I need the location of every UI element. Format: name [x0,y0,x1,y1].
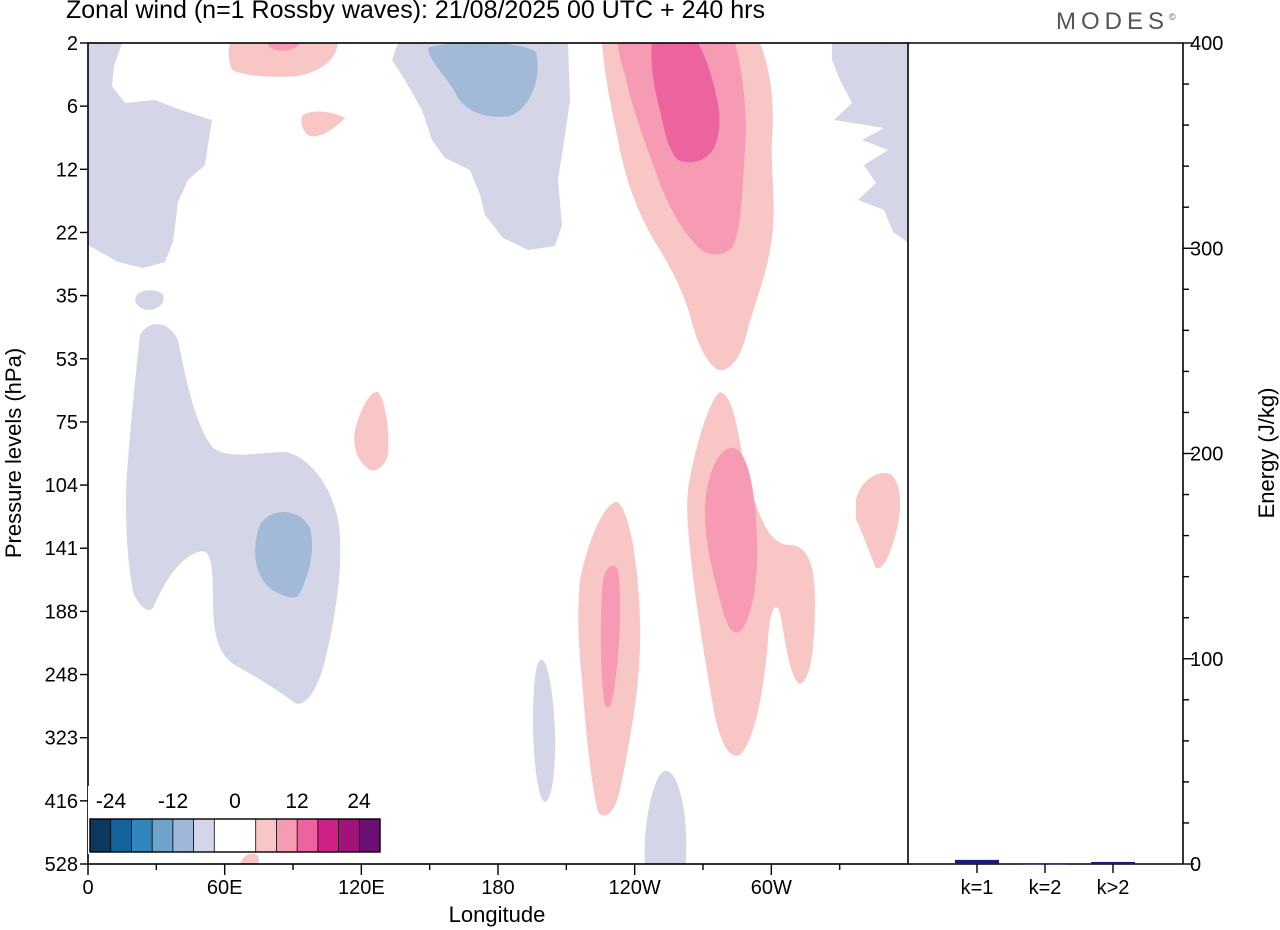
colorbar-swatch [276,819,298,852]
y-tick-label: 528 [45,854,78,876]
brand-mark: © [1169,12,1176,22]
colorbar: -24 -12 0 12 24 [88,786,382,854]
energy-tick-label: 400 [1190,33,1223,55]
colorbar-swatch [152,819,173,852]
contour-pos-weak-small-mid [354,391,389,471]
contour-neg-weak-bottom-1 [533,659,556,802]
y-tick-label: 141 [45,538,78,560]
contour-pos-strong-top-right [651,43,720,163]
x-tick-label: 60W [751,877,792,899]
contour-fields [88,42,907,864]
colorbar-label: -24 [96,790,127,813]
energy-category-label: k=2 [1029,877,1062,899]
contour-neg-weak-lower-left [126,324,341,704]
contour-neg-weak-dot [135,290,164,310]
x-axis-title: Longitude [449,902,546,927]
x-tick-label: 120E [338,877,385,899]
contour-neg-weak-top-left [88,43,212,268]
contour-neg-weak-top-right [832,43,907,242]
contour-pos-moderate-bottom-2 [704,447,758,633]
x-tick-label: 120W [609,877,661,899]
colorbar-swatch [338,819,360,852]
contour-pos-weak-top-left [228,43,338,77]
y-tick-label: 2 [67,33,78,55]
y-tick-label: 416 [45,791,78,813]
energy-bar-chart: 0 100 200 300 400 k=1 k=2 k>2 [955,33,1223,899]
colorbar-swatch [90,819,111,852]
y-tick-label: 104 [45,475,78,497]
contour-pos-weak-right [856,472,901,569]
contour-pos-weak-small-top [301,111,345,137]
y-tick-label: 248 [45,665,78,687]
x-tick-label: 180 [481,877,514,899]
colorbar-swatch [110,819,132,852]
contour-pos-moderate-bottom-1 [600,565,621,708]
y-tick-label: 188 [45,601,78,623]
y-tick-label: 75 [56,412,78,434]
energy-category-label: k=1 [961,877,994,899]
y-axis: 2 6 12 22 35 53 75 104 141 188 248 323 416 528 [45,33,88,876]
energy-axis-title: Energy (J/kg) [1254,388,1279,519]
energy-tick-label: 0 [1190,854,1201,876]
energy-tick-label: 300 [1190,238,1223,260]
colorbar-label: -12 [158,790,188,813]
colorbar-swatch [193,819,215,852]
y-tick-label: 12 [56,159,78,181]
y-tick-label: 22 [56,222,78,244]
brand-logo: MODES© [1056,8,1176,36]
colorbar-swatch [235,819,256,852]
colorbar-swatch [297,819,318,852]
energy-bar [955,859,999,864]
energy-bar [1091,861,1135,864]
colorbar-swatch [255,819,277,852]
colorbar-swatch [172,819,194,852]
x-tick-label: 60E [207,877,243,899]
colorbar-label: 24 [347,790,371,813]
x-tick-label: 0 [82,877,93,899]
colorbar-label: 0 [229,790,241,813]
contour-neg-moderate-top-mid [428,42,538,117]
contour-neg-weak-bottom-2 [644,770,687,864]
colorbar-swatch [214,819,235,852]
energy-tick-label: 200 [1190,444,1223,466]
energy-tick-label: 100 [1190,649,1223,671]
y-axis-title: Pressure levels (hPa) [1,348,26,558]
colorbar-label: 12 [285,790,308,813]
energy-category-label: k>2 [1097,877,1130,899]
colorbar-frame [89,818,381,853]
contour-pos-weak-tiny [240,853,259,864]
brand-text: MODES [1056,8,1170,35]
y-tick-label: 6 [67,96,78,118]
chart-title: Zonal wind (n=1 Rossby waves): 21/08/202… [66,0,765,24]
y-tick-label: 53 [56,349,78,371]
contour-neg-moderate-lower-left [255,512,313,598]
colorbar-swatch [359,819,380,852]
y-tick-label: 35 [56,286,78,308]
colorbar-swatch [131,819,153,852]
y-tick-label: 323 [45,728,78,750]
x-axis: 0 60E 120E 180 120W 60W [82,864,841,899]
colorbar-swatch [317,819,339,852]
contour-pos-moderate-top-left [268,43,300,51]
